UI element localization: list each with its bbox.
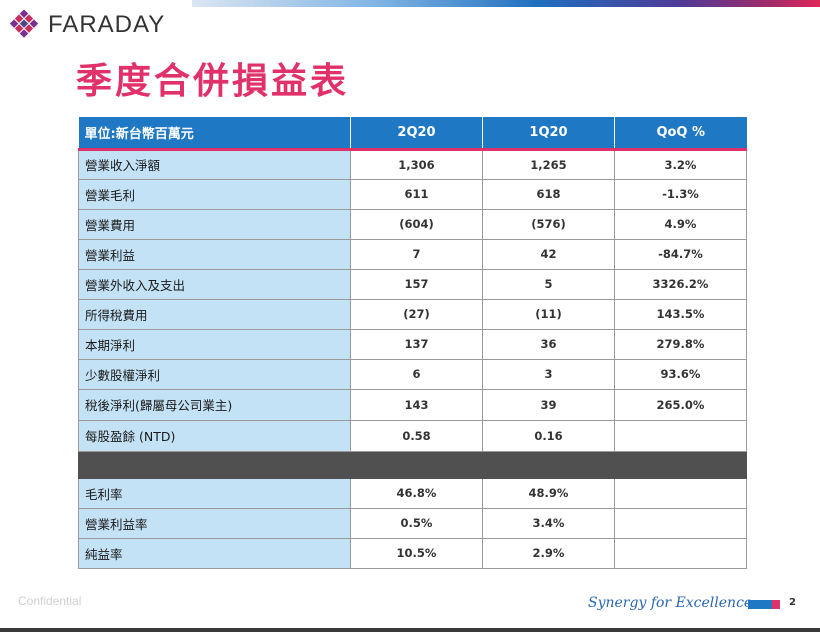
cell-2q20: 0.5% xyxy=(350,507,483,539)
page-number: 2 xyxy=(789,597,796,608)
table-row: 本期淨利 137 36 279.8% xyxy=(78,328,747,360)
row-label: 營業收入淨額 xyxy=(78,148,351,180)
row-label: 少數股權淨利 xyxy=(78,358,351,390)
cell-2q20: 157 xyxy=(350,268,483,300)
table-row: 營業費用 (604) (576) 4.9% xyxy=(78,208,747,240)
header-qoq: QoQ % xyxy=(614,117,747,151)
faraday-logo: FARADAY xyxy=(6,9,165,41)
row-label: 營業利益率 xyxy=(78,507,351,539)
row-label: 毛利率 xyxy=(78,477,351,509)
cell-qoq xyxy=(614,419,747,452)
table-row: 稅後淨利(歸屬母公司業主) 143 39 265.0% xyxy=(78,388,747,421)
cell-1q20: 36 xyxy=(482,328,615,360)
tagline: Synergy for Excellence xyxy=(588,595,753,611)
cell-2q20: 137 xyxy=(350,328,483,360)
cell-1q20: 1,265 xyxy=(482,148,615,180)
cell-qoq: 3.2% xyxy=(614,148,747,180)
cell-1q20: 0.16 xyxy=(482,419,615,452)
cell-qoq: -1.3% xyxy=(614,178,747,210)
confidential-label: Confidential xyxy=(18,594,82,608)
cell-2q20: 7 xyxy=(350,238,483,270)
cell-2q20: 46.8% xyxy=(350,477,483,509)
cell-1q20: 2.9% xyxy=(482,537,615,569)
cell-qoq: 3326.2% xyxy=(614,268,747,300)
header-unit: 單位:新台幣百萬元 xyxy=(78,117,351,151)
page-title: 季度合併損益表 xyxy=(76,61,350,102)
row-label: 純益率 xyxy=(78,537,351,569)
table-row: 營業收入淨額 1,306 1,265 3.2% xyxy=(78,148,747,180)
row-label: 營業利益 xyxy=(78,238,351,270)
row-label: 稅後淨利(歸屬母公司業主) xyxy=(78,388,351,421)
table-row: 毛利率 46.8% 48.9% xyxy=(78,477,747,509)
top-decorative-band xyxy=(192,0,820,7)
cell-1q20: 618 xyxy=(482,178,615,210)
cell-qoq: 279.8% xyxy=(614,328,747,360)
row-label: 本期淨利 xyxy=(78,328,351,360)
table-row: 少數股權淨利 6 3 93.6% xyxy=(78,358,747,390)
cell-qoq: 4.9% xyxy=(614,208,747,240)
cell-qoq: 143.5% xyxy=(614,298,747,330)
cell-2q20: 143 xyxy=(350,388,483,421)
table-header-row: 單位:新台幣百萬元 2Q20 1Q20 QoQ % xyxy=(78,117,747,151)
separator-cell xyxy=(78,450,747,479)
cell-1q20: (576) xyxy=(482,208,615,240)
cell-1q20: 3 xyxy=(482,358,615,390)
income-statement-table: 單位:新台幣百萬元 2Q20 1Q20 QoQ % 營業收入淨額 1,306 1… xyxy=(78,117,747,569)
cell-2q20: 10.5% xyxy=(350,537,483,569)
cell-qoq xyxy=(614,477,747,509)
bottom-border-line xyxy=(0,628,820,632)
table-row: 每股盈餘 (NTD) 0.58 0.16 xyxy=(78,419,747,452)
cell-qoq: 93.6% xyxy=(614,358,747,390)
header-2q20: 2Q20 xyxy=(350,117,483,151)
table-row: 營業利益率 0.5% 3.4% xyxy=(78,507,747,539)
cell-qoq: -84.7% xyxy=(614,238,747,270)
cell-2q20: (604) xyxy=(350,208,483,240)
row-label: 營業外收入及支出 xyxy=(78,268,351,300)
table-row: 營業外收入及支出 157 5 3326.2% xyxy=(78,268,747,300)
table-separator-row xyxy=(78,450,747,479)
table-row: 純益率 10.5% 2.9% xyxy=(78,537,747,569)
cell-2q20: 0.58 xyxy=(350,419,483,452)
row-label: 營業費用 xyxy=(78,208,351,240)
table-row: 營業利益 7 42 -84.7% xyxy=(78,238,747,270)
logo-text: FARADAY xyxy=(48,11,166,38)
cell-1q20: 5 xyxy=(482,268,615,300)
row-label: 每股盈餘 (NTD) xyxy=(78,419,351,452)
cell-2q20: 1,306 xyxy=(350,148,483,180)
cell-1q20: 39 xyxy=(482,388,615,421)
header-1q20: 1Q20 xyxy=(482,117,615,151)
cell-1q20: 42 xyxy=(482,238,615,270)
cell-1q20: (11) xyxy=(482,298,615,330)
row-label: 所得稅費用 xyxy=(78,298,351,330)
row-label: 營業毛利 xyxy=(78,178,351,210)
cell-qoq: 265.0% xyxy=(614,388,747,421)
table-row: 營業毛利 611 618 -1.3% xyxy=(78,178,747,210)
cell-2q20: 611 xyxy=(350,178,483,210)
table-row: 所得稅費用 (27) (11) 143.5% xyxy=(78,298,747,330)
footer-color-bar xyxy=(748,600,780,609)
cell-qoq xyxy=(614,537,747,569)
cell-1q20: 48.9% xyxy=(482,477,615,509)
cell-2q20: 6 xyxy=(350,358,483,390)
cell-2q20: (27) xyxy=(350,298,483,330)
faraday-diamond-icon xyxy=(9,9,39,38)
cell-qoq xyxy=(614,507,747,539)
cell-1q20: 3.4% xyxy=(482,507,615,539)
